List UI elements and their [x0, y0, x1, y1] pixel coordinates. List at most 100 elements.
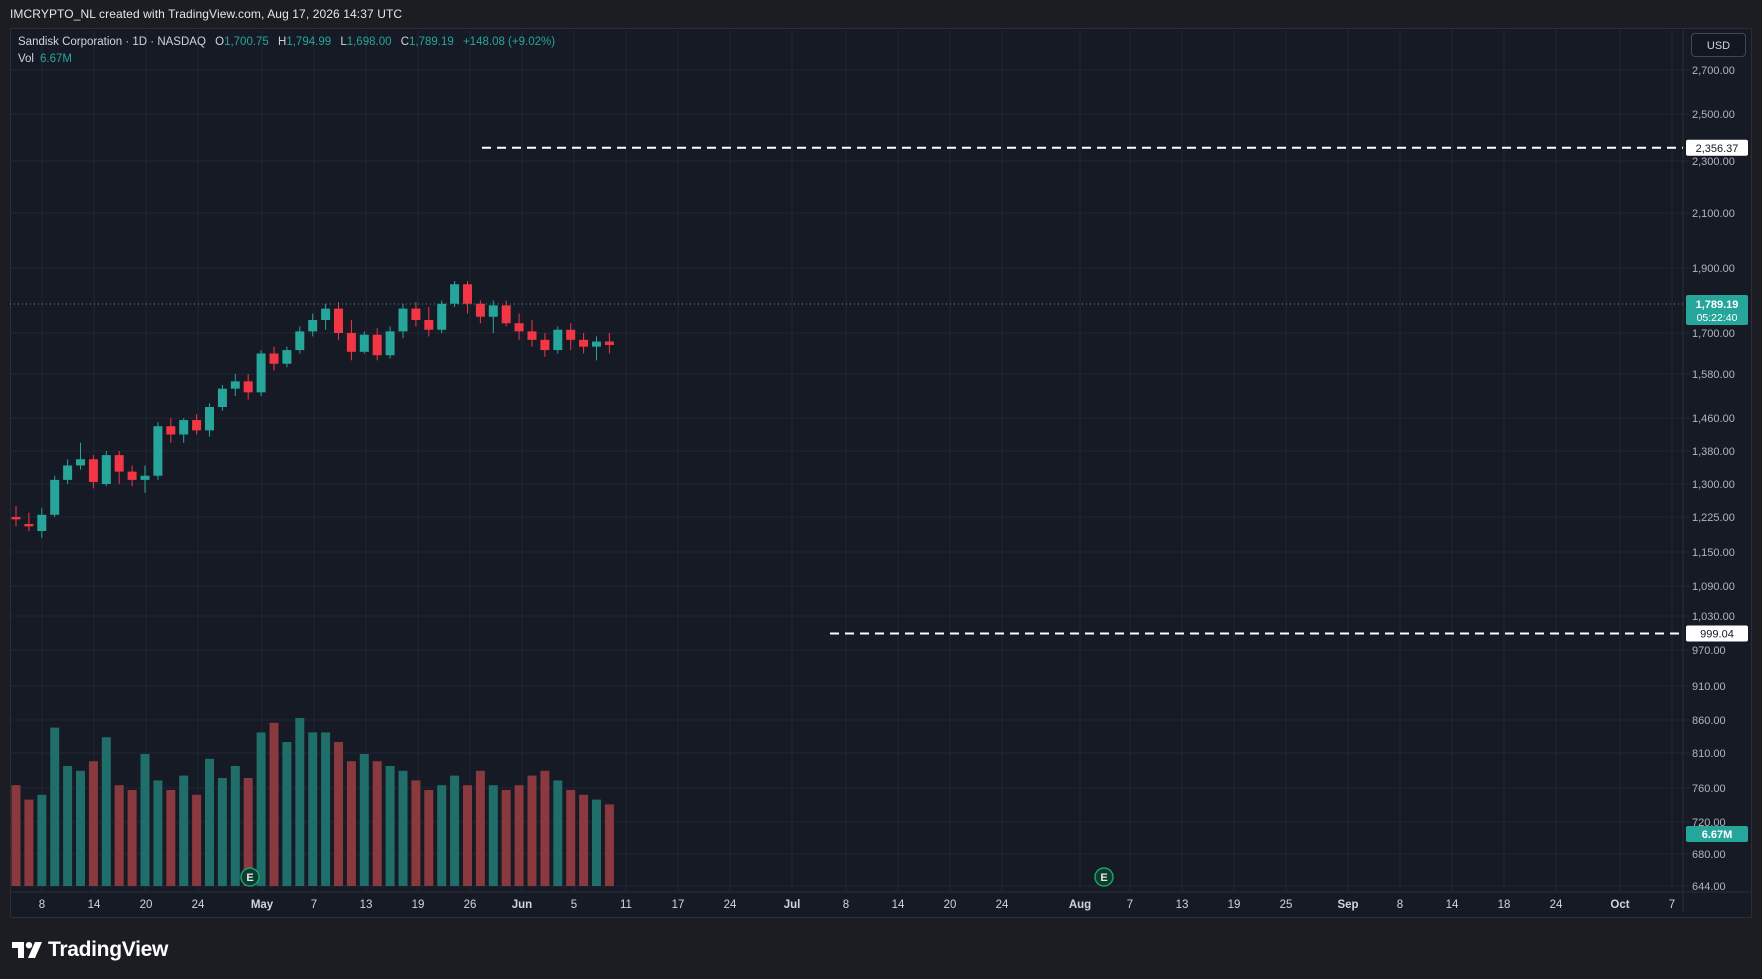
candle-body[interactable] [424, 320, 434, 330]
candle-body[interactable] [321, 308, 331, 320]
price-tick-label: 1,700.00 [1692, 328, 1735, 340]
volume-bar [372, 761, 382, 886]
candle-body[interactable] [217, 388, 227, 407]
time-tick-label: 26 [464, 899, 477, 911]
volume-bar [398, 770, 408, 886]
time-tick-label: 24 [1550, 899, 1563, 911]
candle-body[interactable] [592, 341, 601, 347]
candle-body[interactable] [488, 305, 498, 317]
price-tick-label: 1,460.00 [1692, 413, 1735, 425]
level-price-label: 999.04 [1700, 629, 1734, 641]
candle-body[interactable] [475, 303, 485, 317]
low-value: 1,698.00 [346, 36, 392, 48]
candle-body[interactable] [540, 339, 550, 351]
earnings-marker-label: E [246, 872, 253, 884]
candle-body[interactable] [37, 514, 47, 531]
volume-bar [359, 754, 369, 886]
candle-body[interactable] [114, 455, 124, 472]
candle-body[interactable] [385, 331, 395, 356]
time-tick-label: 24 [192, 899, 205, 911]
publisher-credit: IMCRYPTO_NL created with TradingView.com… [10, 7, 403, 21]
candle-body[interactable] [553, 329, 563, 351]
candle-body[interactable] [50, 479, 60, 515]
candle-body[interactable] [269, 353, 279, 364]
candle-body[interactable] [256, 353, 266, 393]
open-label: O [215, 36, 225, 48]
candle-body[interactable] [450, 284, 460, 304]
earnings-marker-label: E [1100, 872, 1107, 884]
candle-body[interactable] [24, 524, 34, 527]
time-tick-label: 19 [1228, 899, 1241, 911]
candle-body[interactable] [295, 331, 305, 351]
currency-button[interactable]: USD [1691, 33, 1746, 57]
time-tick-label: 13 [360, 899, 373, 911]
earnings-icon[interactable] [240, 867, 260, 887]
level-price-tag [1686, 625, 1748, 642]
candle-body[interactable] [437, 303, 447, 330]
candle-body[interactable] [127, 471, 137, 480]
volume-bar [192, 794, 202, 886]
level-price-label: 2,356.37 [1696, 143, 1739, 155]
candle-body[interactable] [334, 308, 343, 333]
legend-ohlc-row: Sandisk Corporation · 1D · NASDAQ O1,700… [18, 34, 555, 51]
candle-body[interactable] [243, 381, 253, 393]
candle-body[interactable] [579, 339, 589, 347]
candle-body[interactable] [153, 426, 163, 476]
candle-body[interactable] [308, 320, 318, 332]
candle-body[interactable] [566, 329, 576, 340]
candle-body[interactable] [346, 333, 356, 352]
candle-body[interactable] [179, 420, 189, 435]
volume-bar [88, 761, 98, 886]
volume-bar [463, 785, 472, 886]
candle-body[interactable] [76, 459, 85, 466]
last-volume-label: 6.67M [1702, 829, 1733, 841]
price-tick-label: 1,380.00 [1692, 446, 1735, 458]
candle-body[interactable] [527, 331, 537, 340]
candle-body[interactable] [604, 341, 614, 345]
candle-body[interactable] [101, 455, 111, 484]
price-tick-label: 970.00 [1692, 645, 1726, 657]
candle-body[interactable] [398, 308, 408, 332]
volume-bar [282, 742, 292, 886]
close-label: C [400, 36, 409, 48]
top-bar: IMCRYPTO_NL created with TradingView.com… [0, 0, 1762, 28]
candle-body[interactable] [192, 420, 202, 431]
price-tick-label: 1,090.00 [1692, 581, 1735, 593]
volume-bar [127, 790, 137, 886]
tradingview-logo[interactable]: TradingView [12, 938, 168, 962]
candle-body[interactable] [140, 475, 150, 480]
volume-bar [424, 790, 434, 886]
countdown-label: 05:22:40 [1697, 312, 1738, 324]
open-value: 1,700.75 [224, 36, 269, 48]
volume-bar [385, 766, 395, 886]
price-tick-label: 2,100.00 [1692, 208, 1735, 220]
time-tick-label: Jun [512, 899, 532, 911]
volume-bar [514, 785, 524, 886]
candle-body[interactable] [282, 350, 292, 364]
candle-body[interactable] [411, 308, 421, 320]
candle-body[interactable] [514, 323, 524, 332]
candle-body[interactable] [88, 459, 98, 482]
candle-body[interactable] [501, 305, 511, 324]
candle-body[interactable] [359, 334, 369, 352]
volume-bar [76, 770, 85, 886]
price-tick-label: 860.00 [1692, 715, 1726, 727]
candle-body[interactable] [205, 407, 214, 431]
symbol-title[interactable]: Sandisk Corporation · 1D · NASDAQ [18, 36, 206, 48]
time-tick-label: 7 [311, 899, 317, 911]
volume-label[interactable]: Vol [18, 53, 34, 65]
price-tick-label: 1,225.00 [1692, 512, 1735, 524]
level-price-tag [1686, 139, 1748, 156]
candle-body[interactable] [11, 517, 21, 520]
volume-bar [475, 770, 485, 886]
candle-body[interactable] [463, 284, 472, 304]
candle-body[interactable] [372, 334, 382, 356]
candle-body[interactable] [166, 426, 176, 435]
time-tick-label: 8 [843, 899, 849, 911]
candle-body[interactable] [63, 465, 73, 480]
high-value: 1,794.99 [286, 36, 332, 48]
price-tick-label: 1,580.00 [1692, 369, 1735, 381]
earnings-icon[interactable] [1094, 867, 1114, 887]
candle-body[interactable] [230, 381, 240, 389]
